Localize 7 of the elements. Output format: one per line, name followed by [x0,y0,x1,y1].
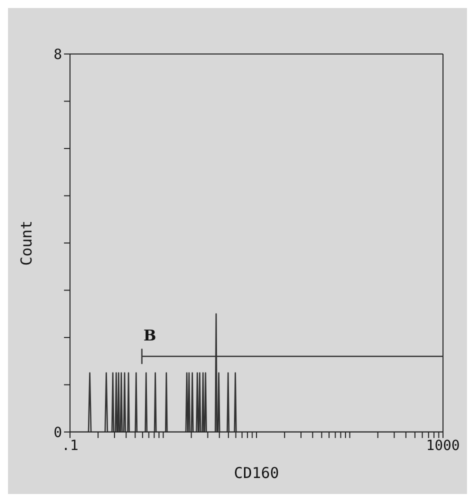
x-axis-title: CD160 [234,464,280,482]
y-axis-title: Count [17,220,36,266]
x-tick-label: 1000 [426,438,460,454]
x-tick-label: .1 [62,438,78,454]
annotation: B [144,326,156,344]
y-tick-label: 8 [54,46,62,63]
y-tick-label: 0 [54,424,62,441]
